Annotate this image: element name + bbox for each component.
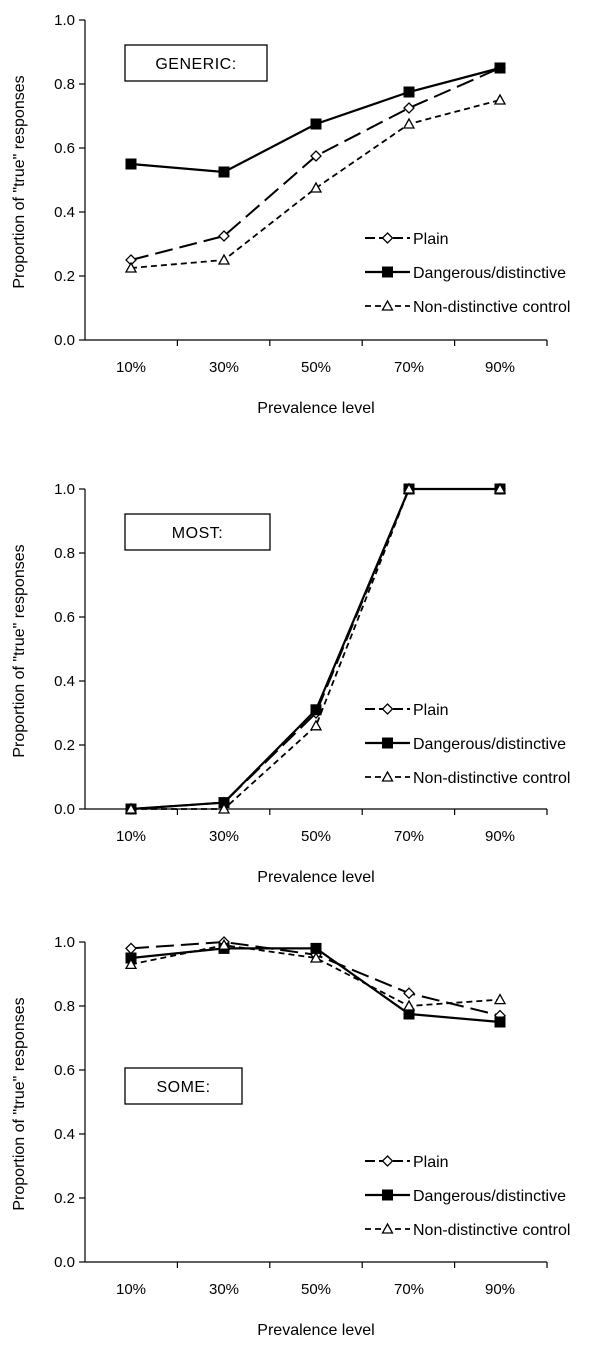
data-point xyxy=(217,938,231,950)
y-tick-label: 0.4 xyxy=(54,673,75,690)
data-point xyxy=(402,482,416,494)
panel-label: MOST: xyxy=(172,525,223,542)
y-tick-label: 1.0 xyxy=(54,934,75,951)
y-axis-title: Proportion of "true" responses xyxy=(11,997,28,1210)
data-point xyxy=(494,1016,506,1028)
legend-label: Dangerous/distinctive xyxy=(413,736,566,753)
data-point xyxy=(402,117,416,129)
data-point xyxy=(493,93,507,105)
series-line-3 xyxy=(131,488,500,810)
x-tick-label: 10% xyxy=(116,1281,146,1298)
y-axis-title: Proportion of "true" responses xyxy=(11,75,28,288)
chart-panel-3: 0.0 0.2 0.4 0.6 0.8 1.0 10% 30% 50% 70% 90% Prevale… xyxy=(11,934,570,1339)
legend-marker xyxy=(381,770,394,782)
data-point xyxy=(217,253,231,265)
legend-marker xyxy=(381,232,394,244)
x-tick-label: 70% xyxy=(394,1281,424,1298)
legend-label: Non-distinctive control xyxy=(413,770,570,787)
data-point xyxy=(309,719,323,731)
y-tick-label: 0.2 xyxy=(54,268,75,285)
y-tick-label: 0.8 xyxy=(54,998,75,1015)
panel-label-box xyxy=(124,1067,243,1105)
legend-label: Dangerous/distinctive xyxy=(413,265,566,282)
y-tick-label: 1.0 xyxy=(54,481,75,498)
x-tick-label: 90% xyxy=(485,828,515,845)
data-point xyxy=(124,261,138,273)
legend-marker xyxy=(381,1155,394,1167)
data-point xyxy=(403,86,415,98)
legend-label: Plain xyxy=(413,1154,449,1171)
legend-label: Plain xyxy=(413,231,449,248)
data-point xyxy=(310,704,322,716)
y-tick-label: 0.6 xyxy=(54,609,75,626)
chart-panel-2: 0.0 0.2 0.4 0.6 0.8 1.0 10% 30% 50% 70% 90% Prevale… xyxy=(11,481,570,886)
series-line-3 xyxy=(130,944,501,1007)
x-axis-title: Prevalence level xyxy=(257,869,374,886)
legend-marker xyxy=(382,266,393,278)
y-tick-label: 0.0 xyxy=(54,332,75,349)
panel-label: GENERIC: xyxy=(155,56,236,73)
legend-label: Plain xyxy=(413,702,449,719)
x-tick-label: 30% xyxy=(209,359,239,376)
x-tick-label: 10% xyxy=(116,359,146,376)
x-tick-label: 70% xyxy=(394,359,424,376)
y-tick-label: 0.6 xyxy=(54,140,75,157)
y-tick-label: 0.8 xyxy=(54,76,75,93)
x-tick-label: 50% xyxy=(301,359,331,376)
data-point xyxy=(493,993,507,1005)
x-tick-label: 90% xyxy=(485,359,515,376)
panel-label-box xyxy=(124,44,268,82)
data-point xyxy=(125,158,137,170)
data-point xyxy=(124,802,138,814)
y-tick-label: 0.6 xyxy=(54,1062,75,1079)
y-tick-label: 0.2 xyxy=(54,1190,75,1207)
y-tick-label: 1.0 xyxy=(54,12,75,29)
x-tick-label: 30% xyxy=(209,828,239,845)
data-point xyxy=(402,999,416,1011)
y-axis-title: Proportion of "true" responses xyxy=(11,544,28,757)
data-point xyxy=(309,951,323,963)
x-tick-label: 90% xyxy=(485,1281,515,1298)
data-point xyxy=(403,102,415,114)
legend-marker xyxy=(381,299,394,311)
data-point xyxy=(309,181,323,193)
legend-marker xyxy=(382,737,393,749)
x-tick-label: 50% xyxy=(301,828,331,845)
data-point xyxy=(310,118,322,130)
data-point xyxy=(124,958,138,970)
x-tick-label: 10% xyxy=(116,828,146,845)
y-tick-label: 0.0 xyxy=(54,801,75,818)
panel-label: SOME: xyxy=(156,1079,210,1096)
data-point xyxy=(125,942,137,955)
x-tick-label: 30% xyxy=(209,1281,239,1298)
x-axis-title: Prevalence level xyxy=(257,1322,374,1339)
x-tick-label: 70% xyxy=(394,828,424,845)
y-tick-label: 0.0 xyxy=(54,1254,75,1271)
y-tick-label: 0.4 xyxy=(54,204,75,221)
data-point xyxy=(218,166,230,178)
x-axis-title: Prevalence level xyxy=(257,400,374,417)
chart-panel-1: 0.0 0.2 0.4 0.6 0.8 1.0 10% 30% 50% 70% 90% Prevale… xyxy=(11,12,570,417)
data-point xyxy=(493,482,507,494)
legend-marker xyxy=(381,703,394,715)
data-point xyxy=(403,987,415,1000)
y-tick-label: 0.4 xyxy=(54,1126,75,1143)
data-point xyxy=(217,802,231,814)
y-tick-label: 0.2 xyxy=(54,737,75,754)
legend-marker xyxy=(381,1222,394,1234)
legend-label: Non-distinctive control xyxy=(413,1222,570,1239)
x-tick-label: 50% xyxy=(301,1281,331,1298)
legend-marker xyxy=(382,1189,393,1201)
data-point xyxy=(494,62,506,74)
legend-label: Dangerous/distinctive xyxy=(413,1188,566,1205)
legend-label: Non-distinctive control xyxy=(413,299,570,316)
data-point xyxy=(218,230,230,242)
data-point xyxy=(310,150,322,162)
panel-label-box xyxy=(124,513,271,551)
y-tick-label: 0.8 xyxy=(54,545,75,562)
